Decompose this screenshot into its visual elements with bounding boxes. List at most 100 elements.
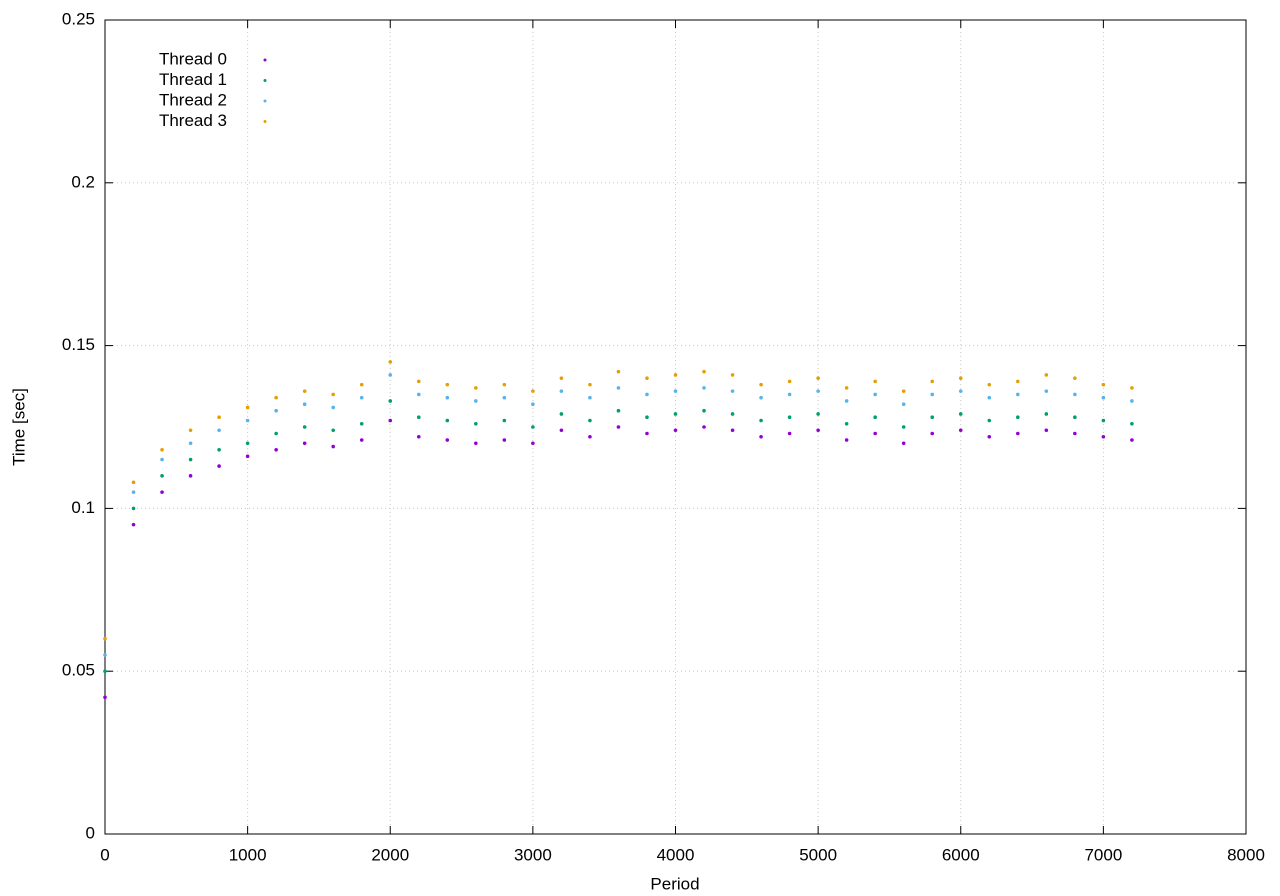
point <box>1073 431 1077 436</box>
legend-marker <box>263 99 267 103</box>
point <box>160 457 164 462</box>
point <box>160 490 164 494</box>
point <box>958 389 963 393</box>
point <box>559 428 564 433</box>
point <box>388 360 393 364</box>
point <box>816 412 820 416</box>
point <box>1101 382 1106 387</box>
point <box>474 386 478 390</box>
point <box>673 428 678 433</box>
point <box>730 373 735 377</box>
point <box>531 425 535 429</box>
point <box>673 389 678 393</box>
point <box>331 428 336 433</box>
point <box>359 382 364 387</box>
point <box>1130 386 1134 390</box>
point <box>673 412 678 416</box>
point <box>816 389 820 393</box>
point <box>245 405 250 410</box>
point <box>787 431 792 436</box>
y-tick-label: 0.15 <box>62 335 95 354</box>
point <box>673 373 678 377</box>
point <box>445 418 450 423</box>
point <box>588 418 592 423</box>
point <box>502 395 507 400</box>
point <box>759 382 763 387</box>
point <box>502 438 507 442</box>
point <box>217 415 221 420</box>
point <box>274 408 278 413</box>
point <box>730 428 735 433</box>
point <box>331 405 336 410</box>
point <box>873 415 877 420</box>
point <box>160 474 164 478</box>
point <box>416 379 421 384</box>
point <box>1016 415 1020 420</box>
point <box>416 434 421 439</box>
point <box>160 447 164 452</box>
legend-marker <box>263 79 267 82</box>
point <box>844 399 849 403</box>
point <box>103 695 107 700</box>
point <box>245 418 250 423</box>
point <box>559 412 564 416</box>
point <box>416 415 421 420</box>
point <box>930 379 935 384</box>
point <box>873 392 877 397</box>
point <box>502 382 507 387</box>
point <box>987 434 992 439</box>
point <box>816 376 820 380</box>
point <box>302 402 307 407</box>
y-tick-label: 0.2 <box>71 172 95 191</box>
point <box>702 408 706 413</box>
point <box>873 431 877 436</box>
point <box>274 395 278 400</box>
x-tick-label: 5000 <box>799 845 837 864</box>
x-tick-label: 8000 <box>1227 845 1265 864</box>
point <box>131 480 136 485</box>
legend-marker <box>263 58 267 62</box>
point <box>616 386 621 390</box>
point <box>531 389 535 393</box>
point <box>645 392 649 397</box>
point <box>987 395 992 400</box>
point <box>588 434 592 439</box>
point <box>388 399 393 403</box>
point <box>901 425 906 429</box>
point <box>787 392 792 397</box>
point <box>359 421 364 426</box>
y-tick-label: 0 <box>86 823 95 842</box>
x-axis-label: Period <box>650 874 699 893</box>
point <box>217 447 221 452</box>
point <box>531 402 535 407</box>
x-tick-label: 4000 <box>657 845 695 864</box>
point <box>131 522 136 527</box>
point <box>188 428 193 433</box>
point <box>474 421 478 426</box>
point <box>188 441 193 446</box>
y-tick-label: 0.1 <box>71 498 95 517</box>
point <box>103 653 107 657</box>
point <box>844 386 849 390</box>
point <box>502 418 507 423</box>
point <box>1016 431 1020 436</box>
legend-label: Thread 1 <box>159 70 227 89</box>
point <box>958 376 963 380</box>
point <box>188 474 193 478</box>
legend-label: Thread 0 <box>159 49 227 68</box>
point <box>730 412 735 416</box>
point <box>702 386 706 390</box>
x-tick-label: 7000 <box>1084 845 1122 864</box>
point <box>616 369 621 374</box>
x-tick-label: 2000 <box>371 845 409 864</box>
point <box>873 379 877 384</box>
point <box>245 454 250 459</box>
point <box>359 395 364 400</box>
point <box>474 441 478 446</box>
point <box>274 431 278 436</box>
point <box>702 425 706 429</box>
point <box>1044 373 1049 377</box>
point <box>559 376 564 380</box>
point <box>759 418 763 423</box>
point <box>930 392 935 397</box>
